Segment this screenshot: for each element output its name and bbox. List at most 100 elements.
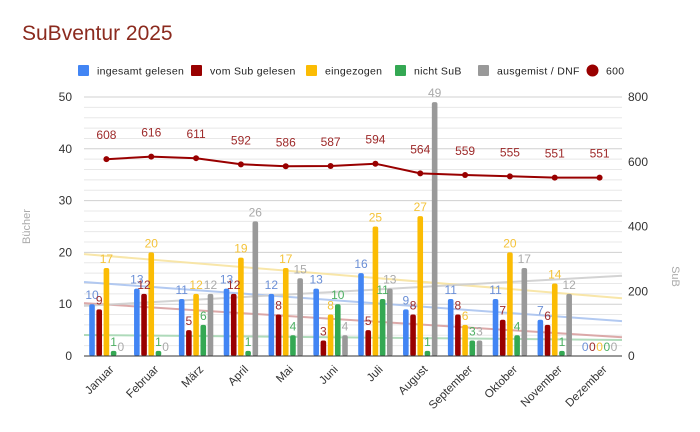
legend-label: eingezogen [325,66,382,78]
bar [89,304,95,356]
bar [148,252,155,356]
bar [155,350,162,356]
legend-label: ingesamt gelesen [97,66,184,78]
legend-label: ausgemist / DNF [497,66,580,78]
x-tick-label: November [519,364,565,410]
gridlines [84,96,622,347]
bar [499,319,506,356]
line-series [103,153,603,181]
bar [431,102,438,357]
bar-data-label: 6 [544,309,551,323]
bar [559,350,565,356]
bar-data-label: 0 [611,340,618,354]
bar-data-label: 13 [383,273,397,287]
line-point [506,173,513,180]
line-point [282,163,289,170]
bar [372,226,379,356]
bar-data-label: 8 [275,299,282,313]
bar [268,293,275,356]
line-data-label: 551 [590,147,610,161]
bar [342,335,348,356]
bar-data-label: 12 [265,278,279,292]
bar-data-label: 1 [424,335,431,349]
bar [455,314,461,356]
bar-data-label: 8 [327,299,334,313]
legend-swatch [395,65,406,76]
x-tick-label: Februar [124,364,161,401]
x-tick-label: Juni [317,364,340,387]
bar-data-label: 7 [537,304,544,318]
bar [178,299,185,356]
bar-data-label: 4 [342,319,349,333]
x-tick-label: April [226,364,251,389]
line-path [106,155,600,179]
legend-swatch [306,65,317,76]
legend-label: 600 [606,66,624,78]
bar-data-label: 3 [476,324,483,338]
bar-data-label: 25 [369,211,383,225]
bar-data-label: 10 [85,288,99,302]
bar [551,283,558,356]
bar [245,350,251,356]
bar-data-label: 12 [562,278,576,292]
bar-data-label: 8 [410,299,417,313]
x-tick-label: Mai [274,364,296,386]
line-data-label: 555 [500,145,520,159]
bar-data-label: 26 [249,205,263,219]
bar-data-label: 14 [548,267,562,281]
bar-data-label: 4 [514,319,521,333]
line-data-label: 608 [96,128,116,142]
legend-label: vom Sub gelesen [210,66,296,78]
bar-data-label: 17 [100,252,114,266]
bar-data-label: 15 [293,262,307,276]
line-data-label: 586 [276,135,296,149]
bar-data-label: 7 [499,304,506,318]
line-data-label: 592 [231,133,251,147]
x-tick-label: Oktober [483,364,521,402]
y2-tick-label: 400 [628,220,648,234]
bar-data-label: 0 [162,340,169,354]
bar-data-label: 12 [137,278,151,292]
x-tick-label: August [397,363,431,397]
y-tick-label: 40 [59,142,73,156]
bar-data-label: 11 [444,283,457,297]
bar-data-label: 5 [365,314,372,328]
bar [334,304,341,356]
bar [358,273,364,356]
bar [403,309,409,356]
bar-data-label: 20 [145,236,159,250]
bar-data-label: 0 [596,340,603,354]
line-point [327,162,334,169]
bar [424,350,431,356]
bar-data-label: 0 [603,340,610,354]
trendline-4 [83,274,623,307]
line-data-label: 564 [410,142,430,156]
bar [223,288,230,356]
bar-data-label: 12 [189,278,203,292]
bar [103,267,110,356]
legend-swatch [191,65,202,76]
line-point [551,174,558,181]
y-tick-label: 30 [59,194,73,208]
bar-data-label: 17 [518,252,532,266]
bar-data-label: 12 [227,278,241,292]
bar-data-label: 6 [462,309,469,323]
bar-data-label: 0 [582,340,589,354]
line-data-label: 616 [141,126,161,140]
trendlines [83,253,623,341]
legend-swatch [78,65,89,76]
bar-data-label: 9 [403,293,410,307]
bar-data-label: 20 [503,236,517,250]
bar [544,324,551,356]
x-tick-label: März [180,363,207,390]
bar-data-label: 16 [354,257,368,271]
bar [447,299,454,356]
bar [313,288,319,356]
y2-axis-title: SuB [669,266,681,287]
bar-data-label: 12 [204,278,218,292]
bar-data-label: 1 [155,335,162,349]
bar [252,221,259,356]
line-data-label: 594 [365,133,385,147]
